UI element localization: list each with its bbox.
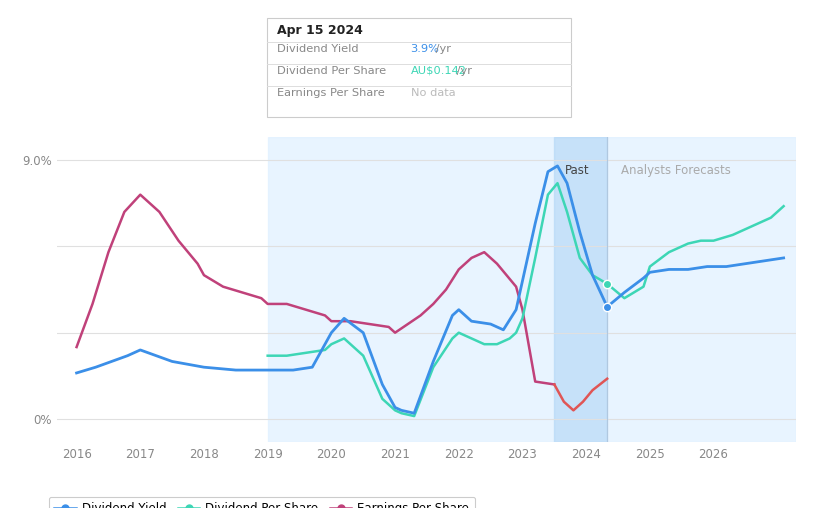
Text: Dividend Per Share: Dividend Per Share bbox=[277, 66, 386, 76]
Text: Dividend Yield: Dividend Yield bbox=[277, 44, 358, 54]
Text: /yr: /yr bbox=[432, 44, 451, 54]
Text: Analysts Forecasts: Analysts Forecasts bbox=[621, 165, 731, 177]
Text: AU$0.142: AU$0.142 bbox=[410, 66, 466, 76]
Bar bbox=[554, 137, 608, 442]
Text: No data: No data bbox=[410, 88, 455, 98]
Text: 3.9%: 3.9% bbox=[410, 44, 439, 54]
Text: /yr: /yr bbox=[453, 66, 472, 76]
Legend: Dividend Yield, Dividend Per Share, Earnings Per Share: Dividend Yield, Dividend Per Share, Earn… bbox=[48, 497, 475, 508]
Bar bbox=[268, 137, 796, 442]
Text: Past: Past bbox=[565, 165, 589, 177]
Text: Earnings Per Share: Earnings Per Share bbox=[277, 88, 384, 98]
Text: Apr 15 2024: Apr 15 2024 bbox=[277, 24, 363, 37]
